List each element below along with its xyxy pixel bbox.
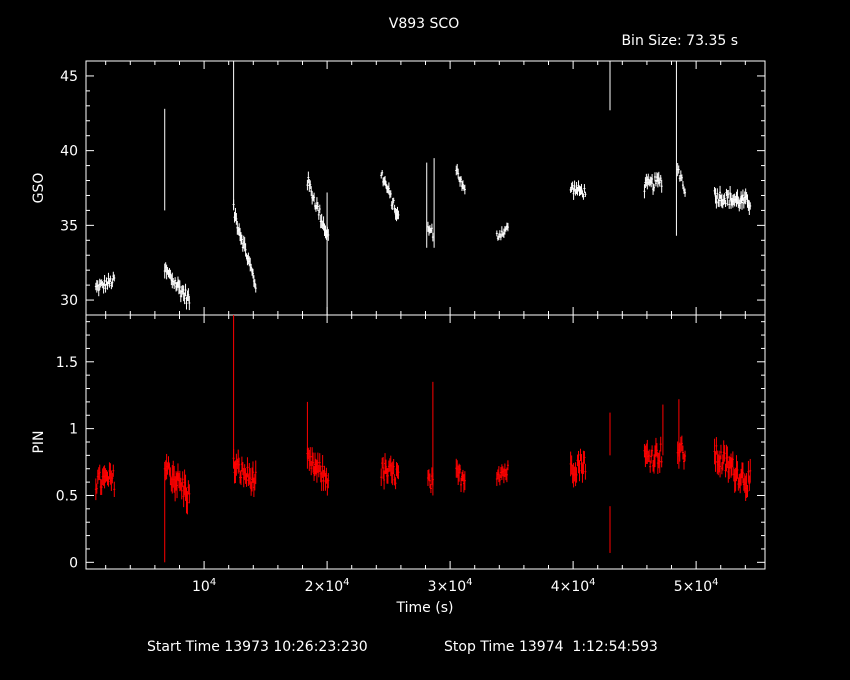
data-segment	[713, 437, 752, 502]
data-segment	[94, 271, 116, 297]
y-tick-label: 45	[60, 69, 78, 85]
data-segment	[163, 453, 191, 515]
data-segment	[495, 222, 509, 241]
data-segment	[569, 448, 587, 488]
gso-data-series	[94, 61, 752, 315]
pin-data-series	[94, 315, 752, 563]
x-tick-label: 4×104	[551, 577, 596, 595]
data-segment	[380, 170, 400, 222]
data-segment	[94, 462, 116, 501]
data-segment	[163, 262, 191, 311]
data-segment	[455, 163, 466, 195]
start-time-label: Start Time 13973 10:26:23:230	[147, 639, 368, 655]
pin-axis-label: PIN	[31, 430, 47, 453]
y-tick-label: 1	[69, 422, 78, 438]
data-segment	[676, 163, 687, 197]
x-tick-label: 5×104	[674, 577, 719, 595]
pin-panel: 0 0.5 1 1.5 104 2×104 3×104 4×104 5×104	[56, 314, 766, 595]
x-tick-label: 2×104	[305, 577, 350, 595]
data-segment	[495, 460, 509, 486]
data-segment	[380, 453, 400, 490]
data-segment	[455, 458, 466, 493]
x-axis-label: Time (s)	[396, 600, 454, 616]
chart-title: V893 SCO	[389, 16, 459, 32]
bin-size-label: Bin Size: 73.35 s	[621, 33, 738, 49]
pin-axis-ticks: 0 0.5 1 1.5 104 2×104 3×104 4×104 5×104	[56, 315, 765, 595]
y-tick-label: 40	[60, 144, 78, 160]
y-tick-label: 35	[60, 218, 78, 234]
data-segment	[713, 185, 752, 215]
stop-time-label: Stop Time 13974 1:12:54:593	[444, 639, 658, 655]
x-tick-label: 3×104	[428, 577, 473, 595]
y-tick-label: 0	[69, 555, 78, 571]
gso-panel: 30 35 40 45	[60, 60, 766, 316]
y-tick-label: 30	[60, 293, 78, 309]
x-tick-label: 104	[192, 577, 216, 595]
data-segment	[306, 447, 330, 496]
data-segment	[643, 171, 663, 199]
data-segment	[306, 171, 330, 241]
gso-axis-label: GSO	[31, 173, 47, 204]
data-segment	[232, 448, 257, 498]
data-segment	[569, 180, 587, 200]
data-segment	[232, 199, 257, 293]
y-tick-label: 0.5	[56, 488, 78, 504]
gso-axis-ticks: 30 35 40 45	[60, 60, 765, 316]
data-segment	[426, 221, 434, 242]
y-tick-label: 1.5	[56, 355, 78, 371]
data-segment	[643, 436, 663, 474]
